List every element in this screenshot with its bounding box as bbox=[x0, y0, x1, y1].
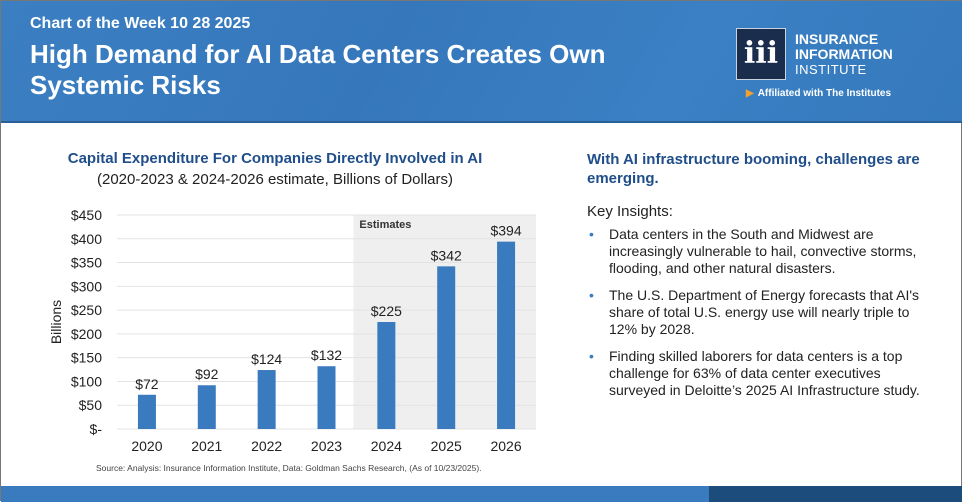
key-insights-label: Key Insights: bbox=[587, 203, 673, 220]
estimates-annotation: Estimates bbox=[359, 219, 411, 231]
chart-subtitle: (2020-2023 & 2024-2026 estimate, Billion… bbox=[96, 171, 454, 188]
data-label: $132 bbox=[311, 347, 342, 363]
data-label: $394 bbox=[490, 223, 521, 239]
x-tick-label: 2025 bbox=[431, 438, 462, 454]
bullet-icon: • bbox=[589, 226, 594, 242]
bar bbox=[377, 322, 396, 429]
logo-line2: INFORMATION bbox=[795, 46, 893, 62]
y-tick-label: $350 bbox=[71, 255, 102, 271]
footer-bar bbox=[1, 486, 709, 502]
source-note: Source: Analysis: Insurance Information … bbox=[96, 463, 482, 473]
y-tick-label: $100 bbox=[71, 373, 102, 389]
list-item: • Data centers in the South and Midwest a… bbox=[587, 226, 937, 277]
y-tick-label: $50 bbox=[79, 397, 103, 413]
bar bbox=[197, 385, 216, 429]
y-tick-label: $200 bbox=[71, 326, 102, 342]
footer-bar-dark bbox=[709, 486, 962, 502]
affiliation-text: Affiliated with The Institutes bbox=[757, 88, 892, 99]
insight-text: The U.S. Department of Energy forecasts … bbox=[609, 287, 920, 337]
data-label: $225 bbox=[371, 303, 402, 319]
insight-text: Data centers in the South and Midwest ar… bbox=[609, 226, 917, 276]
bar bbox=[257, 370, 276, 429]
y-tick-label: $300 bbox=[71, 278, 102, 294]
bar bbox=[317, 366, 336, 429]
insights-heading: With AI infrastructure booming, challeng… bbox=[587, 151, 920, 187]
iii-logo-icon: iii bbox=[736, 28, 786, 80]
bullet-icon: • bbox=[589, 287, 594, 303]
chart-title: Capital Expenditure For Companies Direct… bbox=[67, 150, 483, 167]
data-label: $342 bbox=[431, 247, 462, 263]
bar bbox=[437, 266, 456, 429]
bar-chart: Estimates $- $50 $100 $150 $200 $250 $300 $350 $4… bbox=[48, 207, 536, 454]
insights-panel: With AI infrastructure booming, challeng… bbox=[587, 150, 937, 409]
x-tick-label: 2023 bbox=[311, 438, 342, 454]
affiliation: ▶ Affiliated with The Institutes bbox=[746, 88, 891, 99]
data-label: $72 bbox=[135, 376, 159, 392]
page-title: High Demand for AI Data Centers Creates … bbox=[30, 39, 606, 100]
data-label: $92 bbox=[195, 366, 219, 382]
y-tick-label: $450 bbox=[71, 207, 102, 223]
x-tick-label: 2022 bbox=[251, 438, 282, 454]
y-tick-label: $250 bbox=[71, 302, 102, 318]
logo-text: INSURANCE INFORMATION INSTITUTE bbox=[795, 31, 893, 78]
logo-line1: INSURANCE bbox=[795, 31, 879, 47]
bar bbox=[497, 241, 516, 429]
bar bbox=[137, 394, 156, 429]
kicker: Chart of the Week 10 28 2025 bbox=[30, 15, 251, 32]
x-tick-label: 2021 bbox=[191, 438, 222, 454]
x-tick-label: 2026 bbox=[490, 438, 521, 454]
x-tick-label: 2024 bbox=[371, 438, 402, 454]
y-axis-label: Billions bbox=[48, 300, 64, 344]
y-tick-label: $150 bbox=[71, 350, 102, 366]
data-label: $124 bbox=[251, 351, 282, 367]
list-item: • The U.S. Department of Energy forecasts… bbox=[587, 287, 937, 338]
logo-line3: INSTITUTE bbox=[795, 62, 867, 77]
institutes-icon: ▶ bbox=[746, 88, 754, 99]
y-tick-label: $400 bbox=[71, 231, 102, 247]
header-banner: Chart of the Week 10 28 2025 High Demand… bbox=[1, 1, 962, 123]
x-tick-label: 2020 bbox=[131, 438, 162, 454]
insight-text: Finding skilled laborers for data center… bbox=[609, 348, 920, 398]
bullet-icon: • bbox=[589, 348, 594, 364]
list-item: • Finding skilled laborers for data cente… bbox=[587, 348, 937, 399]
insights-list: • Data centers in the South and Midwest a… bbox=[587, 226, 937, 399]
y-tick-label: $- bbox=[90, 421, 103, 437]
